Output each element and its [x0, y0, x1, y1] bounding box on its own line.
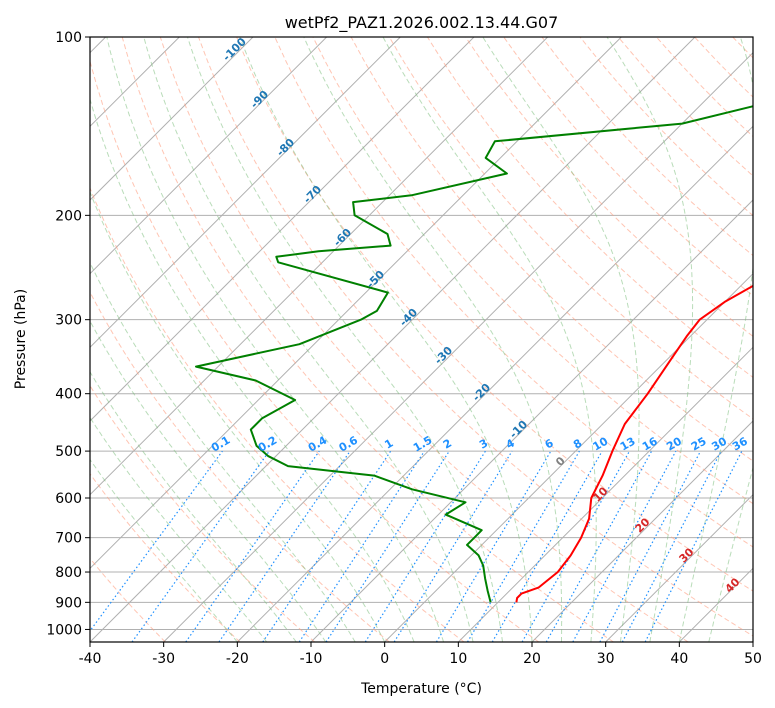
x-axis-title: Temperature (°C)	[360, 681, 482, 697]
dry-adiabat-line	[90, 472, 241, 642]
dry-adiabat-line	[159, 37, 689, 642]
y-tick-label: 600	[55, 491, 82, 507]
y-tick-label: 100	[55, 30, 82, 46]
x-tick-label: -20	[226, 651, 249, 667]
moist-adiabat-line	[239, 37, 533, 642]
isotherm-line	[531, 420, 753, 642]
mixing-ratio-line	[218, 450, 351, 642]
moist-adiabat-line	[606, 37, 694, 642]
mixing-ratio-line	[435, 450, 552, 642]
x-tick-label: 10	[449, 651, 467, 667]
dry-adiabat-line	[236, 37, 753, 592]
x-tick-label: 30	[597, 651, 615, 667]
chart-title: wetPf2_PAZ1.2026.002.13.44.G07	[285, 13, 559, 33]
moist-adiabat-line	[90, 416, 268, 642]
dry-adiabat-line	[90, 186, 465, 642]
dry-adiabat-line	[90, 291, 390, 642]
dry-adiabat-line	[350, 37, 753, 462]
y-tick-label: 300	[55, 313, 82, 329]
moist-adiabat-line	[106, 37, 445, 642]
isotherm-line	[457, 346, 753, 642]
isotherm-line	[384, 272, 753, 642]
mixing-ratio-line	[185, 450, 320, 642]
moist-adiabat-line	[187, 37, 503, 642]
dry-adiabat-line	[198, 37, 753, 637]
mixing-ratio-line	[545, 450, 653, 642]
isotherm-line	[236, 125, 753, 642]
dry-adiabat-line	[274, 37, 753, 548]
mixing-ratio-line	[393, 450, 513, 642]
dry-adiabat-line	[121, 37, 614, 642]
moist-adiabat-line	[90, 261, 356, 642]
dry-adiabat-line	[90, 557, 166, 642]
moist-adiabat-line	[90, 458, 238, 642]
y-tick-label: 200	[55, 208, 82, 224]
temperature-profile-line	[515, 284, 753, 603]
y-tick-label: 800	[55, 565, 82, 581]
isotherm-line	[605, 493, 753, 642]
mixing-ratio-line	[491, 450, 603, 642]
moist-adiabat-line	[90, 190, 386, 642]
y-tick-label: 700	[55, 531, 82, 547]
moist-adiabat-line	[382, 37, 597, 642]
isotherm-line	[90, 37, 549, 496]
x-tick-label: 20	[523, 651, 541, 667]
moist-adiabat-line	[482, 37, 640, 642]
mixing-ratio-line	[325, 450, 450, 642]
isotherm-line	[163, 51, 753, 642]
y-axis-title: Pressure (hPa)	[13, 289, 29, 389]
dry-adiabat-line	[503, 37, 753, 297]
dewpoint-profile-line	[195, 105, 753, 603]
moist-adiabat-line	[708, 465, 753, 642]
isotherm-line	[90, 37, 696, 642]
y-tick-label: 500	[55, 444, 82, 460]
y-tick-label: 400	[55, 387, 82, 403]
isotherm-line	[90, 37, 622, 570]
y-tick-label: 900	[55, 595, 82, 611]
x-axis: -40 -30 -20 -10 0 10 20 30 40 50	[79, 642, 762, 667]
isotherm-line	[90, 37, 328, 275]
moist-adiabat-line	[303, 37, 563, 642]
isotherm-line	[310, 199, 753, 642]
dry-adiabat-line	[90, 59, 540, 642]
mixing-ratio-line	[466, 450, 580, 642]
x-tick-label: 0	[380, 651, 389, 667]
background-lines	[90, 37, 753, 642]
dry-adiabat-line	[90, 384, 316, 642]
plot-frame	[89, 36, 754, 643]
x-tick-label: -40	[79, 651, 102, 667]
moist-adiabat-line	[90, 320, 327, 642]
mixing-ratio-line	[364, 450, 486, 642]
isotherm-line	[90, 37, 475, 422]
x-tick-label: -10	[300, 651, 323, 667]
y-tick-label: 1000	[46, 622, 82, 638]
x-tick-label: -30	[152, 651, 175, 667]
x-tick-label: 40	[670, 651, 688, 667]
dry-adiabat-line	[426, 37, 753, 378]
series-layer	[195, 105, 753, 603]
moist-adiabat-line	[678, 37, 753, 642]
mixing-ratio-line	[572, 450, 677, 642]
x-tick-label: 50	[744, 651, 762, 667]
isotherm-line	[90, 37, 254, 201]
isotherm-line	[90, 37, 401, 349]
y-axis: 100 200 300 400 500 600 700 800 900 1000	[46, 30, 90, 638]
mixing-ratio-line	[521, 450, 631, 642]
